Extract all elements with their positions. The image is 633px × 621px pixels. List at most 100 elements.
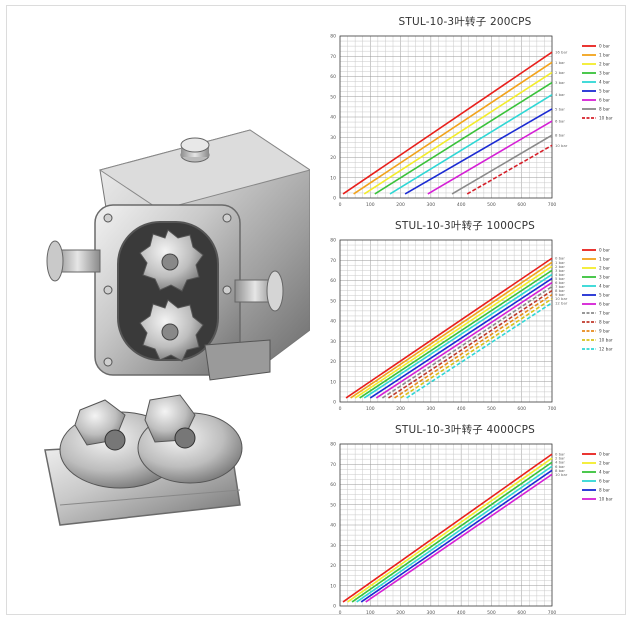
y-tick-label: 80: [330, 34, 336, 40]
x-tick-label: 700: [548, 406, 557, 412]
x-tick-label: 0: [339, 202, 342, 208]
legend-entry: 4 bar: [599, 470, 610, 475]
legend-entry: 4 bar: [599, 80, 610, 85]
y-tick-label: 50: [330, 502, 336, 508]
x-tick-label: 500: [487, 406, 496, 412]
x-tick-label: 200: [396, 406, 405, 412]
legend-entry: 2 bar: [599, 62, 610, 67]
x-tick-label: 200: [396, 202, 405, 208]
legend-entry: 0 bar: [599, 248, 610, 253]
legend-entry: 8 bar: [599, 320, 610, 325]
chart-grid: [340, 240, 552, 402]
line-end-label: 10 bar: [555, 472, 568, 477]
y-tick-label: 80: [330, 442, 336, 448]
y-tick-label: 10: [330, 175, 336, 181]
series-line: [382, 287, 552, 398]
legend-entry: 10 bar: [599, 116, 613, 121]
x-tick-label: 400: [457, 202, 466, 208]
x-tick-label: 300: [427, 610, 436, 616]
legend-entry: 8 bar: [599, 488, 610, 493]
series-line: [361, 470, 552, 602]
x-tick-label: 400: [457, 406, 466, 412]
legend-entry: 4 bar: [599, 284, 610, 289]
x-tick-label: 400: [457, 610, 466, 616]
y-tick-label: 0: [333, 400, 336, 406]
series-line: [357, 466, 552, 602]
y-tick-label: 70: [330, 54, 336, 60]
legend-entry: 6 bar: [599, 479, 610, 484]
y-tick-label: 0: [333, 604, 336, 610]
x-tick-label: 100: [366, 202, 375, 208]
series-line: [366, 474, 552, 602]
y-tick-label: 40: [330, 523, 336, 529]
x-tick-label: 100: [366, 610, 375, 616]
y-tick-label: 20: [330, 563, 336, 569]
legend-entry: 0 bar: [599, 44, 610, 49]
legend-entry: 2 bar: [599, 461, 610, 466]
series-line: [343, 454, 552, 602]
legend-entry: 6 bar: [599, 98, 610, 103]
line-end-label: 8 bar: [555, 133, 565, 138]
x-tick-label: 300: [427, 406, 436, 412]
legend-entry: 10 bar: [599, 338, 613, 343]
legend-entry: 9 bar: [599, 329, 610, 334]
series-line: [407, 303, 552, 398]
x-tick-label: 500: [487, 610, 496, 616]
legend-entry: 7 bar: [599, 311, 610, 316]
line-end-label: 16 bar: [555, 50, 568, 55]
line-end-label: 12 bar: [555, 300, 568, 305]
series-line: [352, 462, 552, 602]
legend-entry: 8 bar: [599, 107, 610, 112]
series-line: [405, 109, 552, 194]
y-tick-label: 20: [330, 359, 336, 365]
chart-200cps-plot: 0 100 200 300 400 500 600 700010203040506070801…: [310, 14, 620, 209]
y-tick-label: 20: [330, 155, 336, 161]
y-tick-label: 70: [330, 258, 336, 264]
x-tick-label: 200: [396, 610, 405, 616]
y-tick-label: 50: [330, 298, 336, 304]
series-line: [346, 258, 552, 398]
x-tick-label: 600: [517, 610, 526, 616]
y-tick-label: 60: [330, 482, 336, 488]
line-end-label: 4 bar: [555, 92, 565, 97]
y-tick-label: 60: [330, 74, 336, 80]
legend-entry: 6 bar: [599, 302, 610, 307]
chart-4000cps: STUL-10-3叶转子 4000CPS 0 100 200 300 400 500 600…: [310, 422, 620, 617]
line-end-label: 1 bar: [555, 60, 565, 65]
y-tick-label: 0: [333, 196, 336, 202]
x-tick-label: 0: [339, 406, 342, 412]
y-tick-label: 10: [330, 583, 336, 589]
y-tick-label: 80: [330, 238, 336, 244]
legend-entry: 0 bar: [599, 452, 610, 457]
y-tick-label: 40: [330, 115, 336, 121]
y-tick-label: 30: [330, 543, 336, 549]
legend-entry: 1 bar: [599, 257, 610, 262]
series-line: [354, 62, 552, 194]
line-end-label: 2 bar: [555, 70, 565, 75]
legend-entry: 5 bar: [599, 293, 610, 298]
legend-entry: 2 bar: [599, 266, 610, 271]
line-end-label: 6 bar: [555, 119, 565, 124]
y-tick-label: 40: [330, 319, 336, 325]
chart-200cps: STUL-10-3叶转子 200CPS 0 100 200 300 400 500 600 7…: [310, 14, 620, 209]
series-line: [376, 283, 552, 398]
lobe-pump-illustration: [20, 110, 310, 530]
chart-1000cps-plot: 0 100 200 300 400 500 600 700010203040506070800…: [310, 218, 620, 413]
y-tick-label: 60: [330, 278, 336, 284]
y-tick-label: 30: [330, 339, 336, 345]
chart-4000cps-plot: 0 100 200 300 400 500 600 700 0 10 20 30 40 50 60 70 80 0…: [310, 422, 620, 617]
line-end-label: 10 bar: [555, 143, 568, 148]
y-tick-label: 10: [330, 379, 336, 385]
x-tick-label: 0: [339, 610, 342, 616]
x-tick-label: 600: [517, 406, 526, 412]
x-tick-label: 700: [548, 610, 557, 616]
series-line: [375, 83, 552, 194]
x-tick-label: 300: [427, 202, 436, 208]
y-tick-label: 30: [330, 135, 336, 141]
series-line: [390, 95, 552, 194]
x-tick-label: 600: [517, 202, 526, 208]
legend-entry: 5 bar: [599, 89, 610, 94]
line-end-label: 3 bar: [555, 80, 565, 85]
series-line: [360, 270, 552, 398]
line-end-label: 5 bar: [555, 106, 565, 111]
